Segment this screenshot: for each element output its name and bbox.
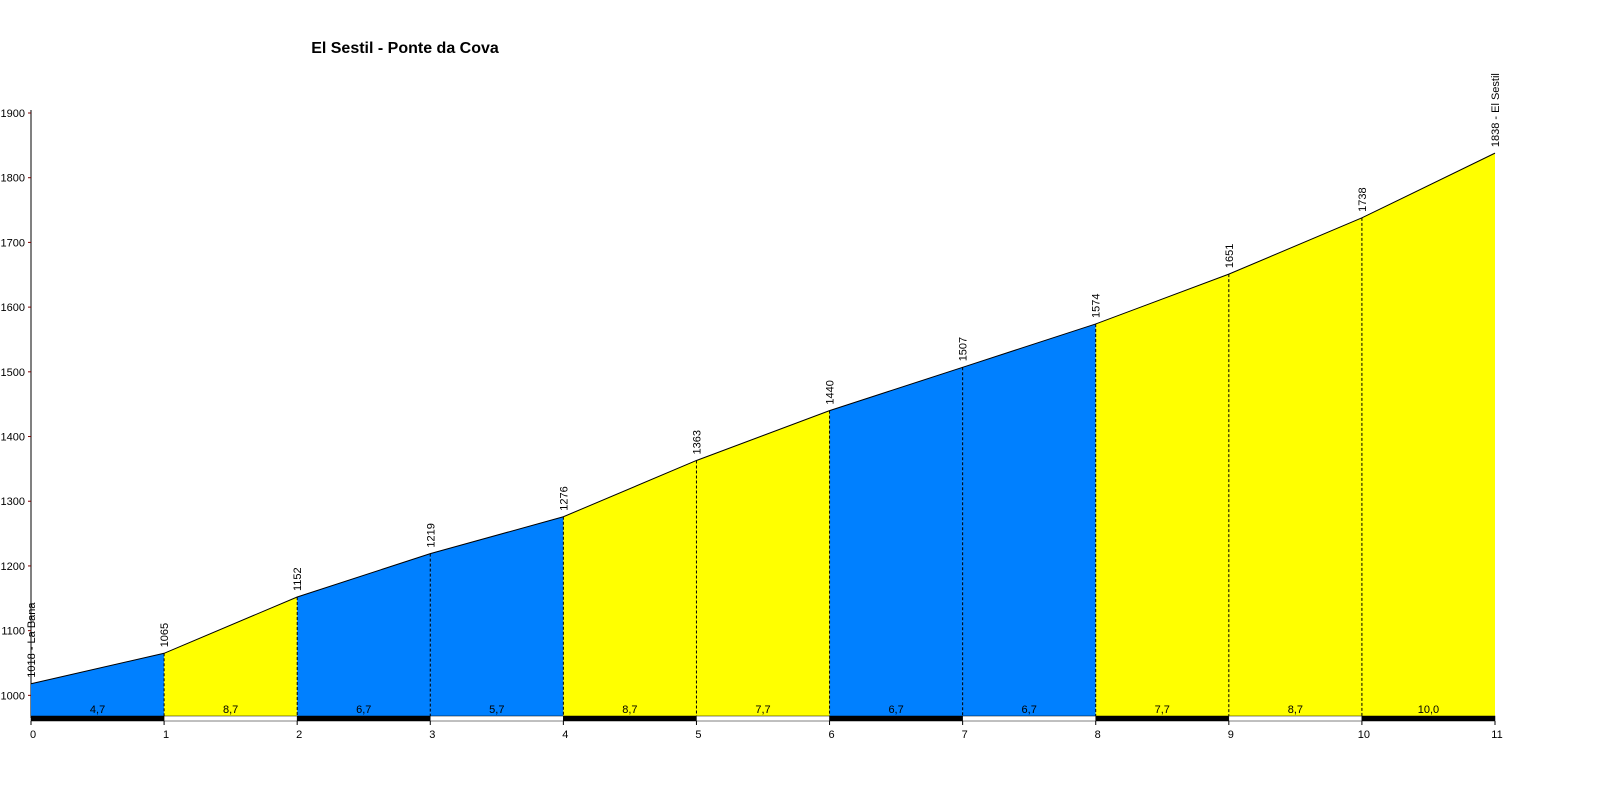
elevation-label: 1363 [691,430,703,454]
segment-area [1095,274,1229,718]
y-tick-label: 1300 [1,496,25,508]
elevation-label: 1152 [292,567,304,591]
gradient-label: 8,7 [1288,704,1303,716]
distance-strip [1361,715,1496,722]
distance-strip [163,715,298,722]
y-tick-label: 1200 [1,561,25,573]
chart-title: El Sestil - Ponte da Cova [311,40,499,57]
distance-strip [563,715,697,722]
segment-area [1361,153,1495,718]
x-tick-label: 11 [1491,729,1502,741]
distance-strip [296,715,431,722]
elevation-label: 1738 [1357,187,1369,211]
y-tick-label: 1100 [1,626,25,638]
segment-area [829,367,963,718]
distance-strip [30,715,165,722]
segment-area [164,597,298,718]
gradient-label: 7,7 [755,704,770,716]
gradient-label: 6,7 [1022,704,1037,716]
x-tick-label: 2 [296,729,302,741]
y-tick-label: 1900 [1,108,25,120]
distance-strip [962,715,1096,722]
gradient-label: 8,7 [223,704,238,716]
elevation-label: 1065 [159,623,171,647]
elevation-label: 1574 [1091,293,1103,317]
y-tick-label: 1500 [1,367,25,379]
distance-strip [1228,715,1363,722]
elevation-label: 1440 [825,380,837,404]
segment-area [563,460,697,718]
elevation-label: 1838 - El Sestil [1490,73,1502,147]
x-tick-label: 3 [429,729,435,741]
gradient-label: 6,7 [356,704,371,716]
x-tick-label: 7 [962,729,968,741]
elevation-label: 1651 [1224,244,1236,268]
distance-strip [696,715,830,722]
x-tick-label: 1 [163,729,169,741]
x-tick-label: 10 [1358,729,1370,741]
gradient-label: 4,7 [90,704,105,716]
distance-strip [1095,715,1230,722]
gradient-label: 7,7 [1155,704,1170,716]
segment-area [297,553,431,718]
y-tick-label: 1000 [1,690,25,702]
gradient-label: 10,0 [1418,704,1439,716]
distance-strip [430,715,564,722]
profile-line [30,152,1496,685]
x-tick-label: 8 [1095,729,1101,741]
y-tick-label: 1600 [1,302,25,314]
y-tick-label: 1400 [1,432,25,444]
elevation-label: 1018 - La Bana [26,602,38,678]
y-tick-label: 1700 [1,237,25,249]
x-tick-label: 6 [828,729,834,741]
segment-area [1228,217,1362,718]
x-tick-label: 9 [1228,729,1234,741]
gradient-label: 6,7 [888,704,903,716]
y-tick-label: 1800 [1,173,25,185]
segment-area [430,516,564,718]
segment-area [31,653,165,718]
distance-strip [829,715,963,722]
x-tick-label: 5 [695,729,701,741]
segment-area [696,410,830,718]
gradient-label: 8,7 [622,704,637,716]
elevation-label: 1276 [558,486,570,510]
segment-area [962,323,1096,718]
elevation-label: 1219 [425,523,437,547]
gradient-label: 5,7 [489,704,504,716]
x-tick-label: 0 [30,729,36,741]
x-tick-label: 4 [562,729,568,741]
elevation-label: 1507 [958,337,970,361]
